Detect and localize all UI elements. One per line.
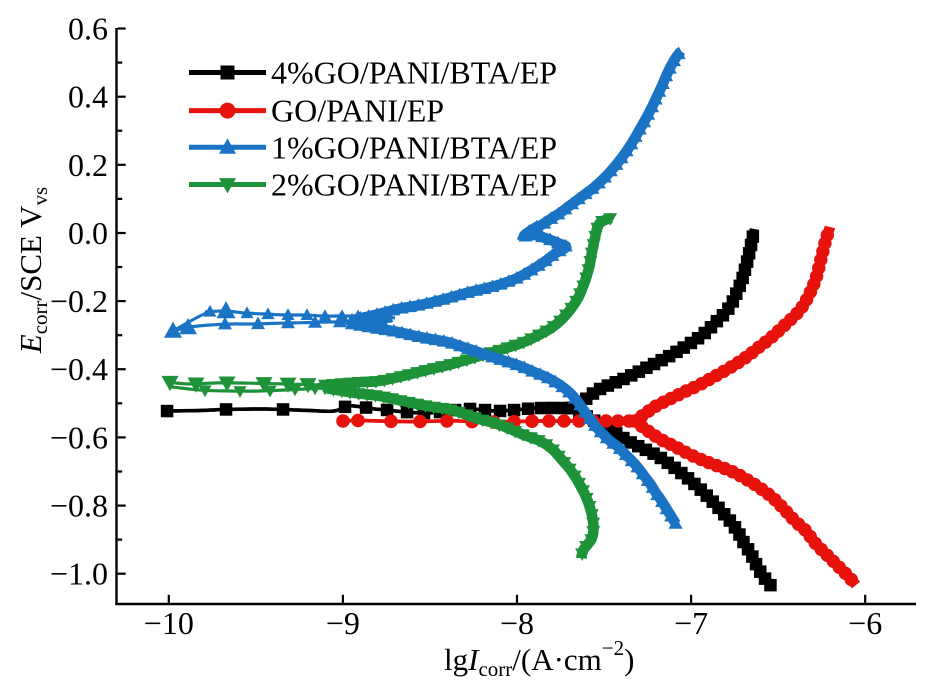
svg-text:−1.0: −1.0 [50, 556, 108, 592]
svg-text:−0.8: −0.8 [50, 488, 108, 524]
svg-text:−0.6: −0.6 [50, 419, 108, 455]
svg-text:0.0: 0.0 [68, 215, 108, 251]
svg-text:0.6: 0.6 [68, 11, 108, 47]
svg-text:−6: −6 [848, 605, 882, 641]
svg-text:−10: −10 [144, 605, 194, 641]
svg-text:2%GO/PANI/BTA/EP: 2%GO/PANI/BTA/EP [271, 167, 557, 203]
svg-text:0.2: 0.2 [68, 147, 108, 183]
svg-text:4%GO/PANI/BTA/EP: 4%GO/PANI/BTA/EP [271, 55, 557, 91]
svg-text:1%GO/PANI/BTA/EP: 1%GO/PANI/BTA/EP [271, 129, 557, 165]
svg-text:−7: −7 [674, 605, 708, 641]
svg-text:GO/PANI/EP: GO/PANI/EP [271, 93, 444, 129]
svg-text:−9: −9 [326, 605, 360, 641]
svg-text:0.4: 0.4 [68, 79, 108, 115]
svg-text:−0.2: −0.2 [50, 283, 108, 319]
svg-text:−0.4: −0.4 [50, 351, 108, 387]
svg-text:−8: −8 [500, 605, 534, 641]
svg-text:Ecorr/SCE Vvs: Ecorr/SCE Vvs [13, 187, 52, 354]
